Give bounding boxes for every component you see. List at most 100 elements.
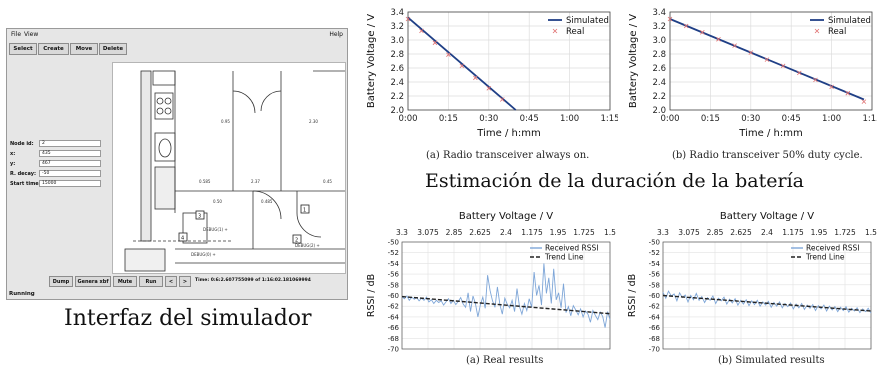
x-tick-label: 0:45 (520, 114, 539, 124)
legend-rssi-label: Received RSSI (806, 244, 859, 253)
y-tick-label: -62 (649, 303, 660, 311)
dump-button[interactable]: Dump (49, 276, 73, 287)
series-real-point (796, 70, 802, 76)
chart-title: Battery Voltage / V (459, 211, 553, 222)
legend-real-swatch (552, 28, 558, 34)
plan-dim-7: 0.50 (213, 199, 222, 204)
x-tick-label: 1.95 (811, 228, 828, 237)
x-tick-label: 2.85 (707, 228, 724, 237)
caption-b-top: (b) Radio transceiver 50% duty cycle. (672, 150, 863, 161)
y-axis-label: RSSI / dB (366, 274, 377, 317)
plan-dim-2: 2.37 (251, 179, 260, 184)
node-4-icon[interactable]: 4 (181, 236, 184, 242)
y-tick-label: 2.4 (652, 78, 666, 88)
chart-title: Battery Voltage / V (720, 211, 814, 222)
run-button[interactable]: Run (139, 276, 163, 287)
start-time-field[interactable]: 15000 (39, 180, 101, 187)
x-tick-label: 1:15 (862, 114, 877, 124)
x-tick-label: 1.175 (782, 228, 804, 237)
select-button[interactable]: Select (9, 43, 37, 55)
menu-file[interactable]: File (11, 31, 22, 38)
node-2-icon[interactable]: 2 (295, 238, 298, 244)
menu-help[interactable]: Help (329, 31, 343, 38)
y-axis-label: Battery Voltage / V (628, 14, 639, 108)
delete-button[interactable]: Delete (99, 43, 127, 55)
y-tick-label: -64 (388, 313, 400, 321)
y-tick-label: -70 (649, 346, 660, 354)
y-tick-label: -52 (388, 249, 399, 257)
x-tick-label: 3.075 (678, 228, 700, 237)
x-tick-label: 2.625 (469, 228, 491, 237)
floor-plan-canvas[interactable]: 0.585 2.37 0.45 2.30 0.95 0.485 0.50 DEB… (112, 62, 346, 274)
caption-a-top: (a) Radio transceiver always on. (426, 150, 590, 161)
move-button[interactable]: Move (70, 43, 98, 55)
genera-xbf-button[interactable]: Genera xbf (75, 276, 111, 287)
menu-view[interactable]: View (24, 31, 39, 38)
create-button[interactable]: Create (38, 43, 69, 55)
plan-dim-3: 0.45 (323, 179, 332, 184)
simulator-caption: Interfaz del simulador (64, 306, 312, 331)
y-tick-label: 2.6 (652, 64, 666, 74)
series-real-point (405, 16, 411, 22)
y-tick-label: 2.8 (390, 50, 404, 60)
series-real-point (683, 23, 689, 29)
battery-title: Estimación de la duración de la batería (425, 170, 804, 192)
legend-trend-label: Trend Line (805, 253, 845, 262)
x-tick-label: 0:30 (479, 114, 498, 124)
y-tick-label: 2.4 (390, 78, 404, 88)
series-real-point (486, 86, 492, 91)
legend-real-swatch (814, 28, 820, 34)
y-tick-label: 2.2 (652, 92, 666, 102)
plan-dim-4: 2.30 (309, 119, 318, 124)
r-decay-field[interactable]: -50 (39, 170, 101, 177)
debug-label-2: DEBUG(2) + (295, 243, 320, 248)
simulator-window: File View Help Select Create Move Delete… (6, 28, 348, 300)
y-tick-label: -56 (649, 271, 661, 279)
debug-label-0: DEBUG(0) + (191, 252, 216, 257)
series-real-point (446, 52, 451, 57)
step-back-button[interactable]: < (165, 276, 177, 287)
y-field[interactable]: 467 (39, 160, 101, 167)
series-trend-line (662, 294, 872, 312)
y-tick-label: -52 (649, 249, 660, 257)
y-tick-label: 3.4 (390, 8, 404, 18)
menu-bar: File View Help (7, 29, 347, 41)
legend-rssi-label: Received RSSI (545, 244, 598, 253)
series-real-point (845, 90, 851, 96)
series-real-point (861, 99, 867, 104)
x-tick-label: 1.95 (550, 228, 567, 237)
mute-button[interactable]: Mute (113, 276, 137, 287)
battery-chart-always-on: 2.0 2.2 2.4 2.6 2.8 3.0 3.2 3.4 0:00 0:15 0:30 0:45… (366, 8, 618, 139)
y-tick-label: -54 (388, 260, 400, 268)
y-tick-label: -56 (388, 271, 400, 279)
x-tick-label: 3.075 (417, 228, 439, 237)
node-1-icon[interactable]: 1 (303, 208, 306, 214)
series-simulated-line (407, 16, 517, 111)
legend-real-label: Real (828, 27, 846, 37)
x-field[interactable]: 435 (39, 150, 101, 157)
y-axis-label: Battery Voltage / V (366, 14, 377, 108)
legend-real-label: Real (566, 27, 584, 37)
x-tick-label: 2.625 (730, 228, 752, 237)
node-3-icon[interactable]: 3 (198, 214, 201, 220)
x-tick-label: 1.5 (604, 228, 616, 237)
x-tick-label: 1.5 (865, 228, 877, 237)
x-tick-label: 2.85 (446, 228, 463, 237)
y-tick-label: 2.6 (390, 64, 404, 74)
plot-frame (407, 11, 611, 111)
series-real-point (716, 37, 721, 42)
y-tick-label: -64 (649, 313, 661, 321)
legend-simulated-label: Simulated (828, 16, 871, 26)
step-forward-button[interactable]: > (179, 276, 191, 287)
y-tick-label: 2.0 (390, 106, 404, 116)
series-trend-line (401, 295, 611, 315)
x-label: x: (10, 151, 16, 157)
node-id-field[interactable]: 2 (39, 140, 101, 147)
series-real-point (829, 84, 834, 90)
x-tick-label: 0:00 (398, 114, 417, 124)
y-tick-label: 2.2 (390, 92, 404, 102)
y-tick-label: -62 (388, 303, 399, 311)
series-real-point (432, 40, 438, 46)
y-tick-label: 3.0 (652, 36, 666, 46)
series-real-point (764, 57, 770, 62)
